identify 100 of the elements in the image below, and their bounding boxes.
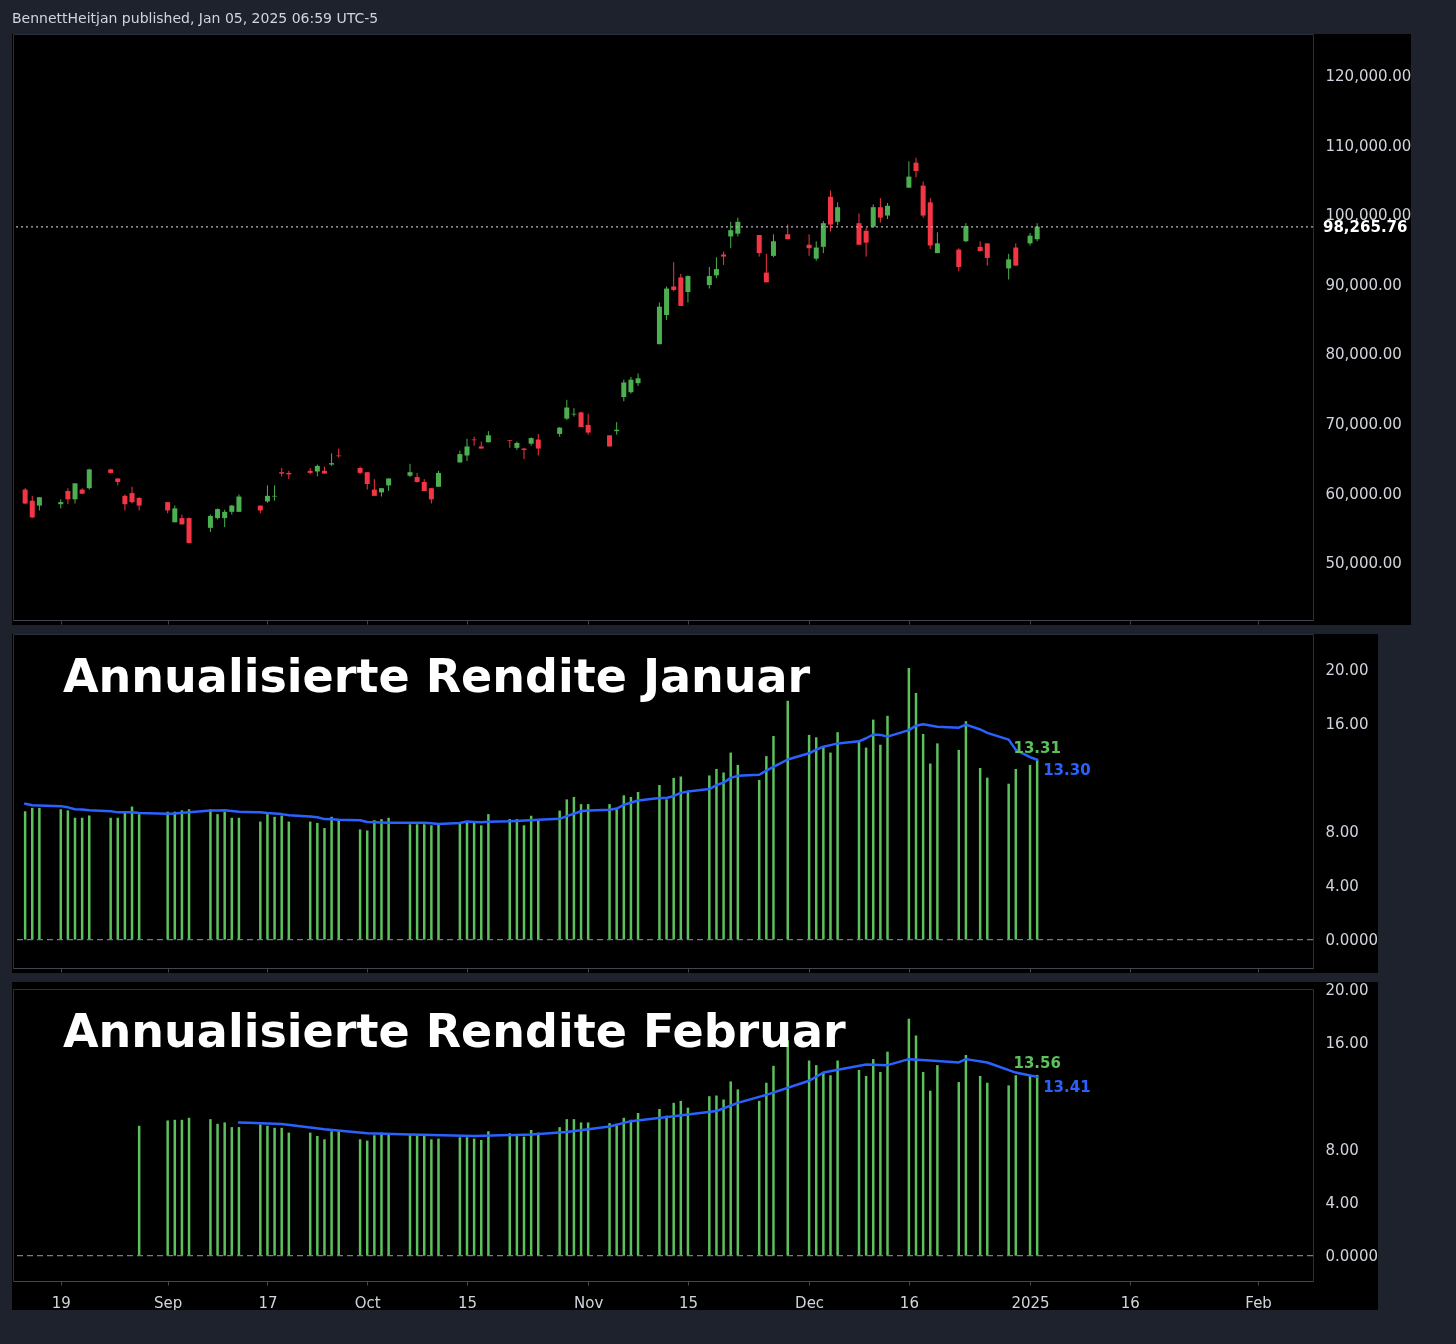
bar	[615, 808, 618, 940]
candlestick	[585, 413, 591, 436]
bar	[715, 1095, 718, 1256]
candlestick	[621, 379, 627, 402]
candlestick	[820, 220, 826, 254]
bar	[430, 1139, 433, 1256]
bar	[558, 810, 561, 940]
bar	[822, 1071, 825, 1256]
bar	[1007, 1085, 1010, 1256]
x-tick-label: 15	[457, 1293, 478, 1312]
y-tick-label: 8.00	[1325, 1140, 1359, 1159]
bar	[715, 768, 718, 940]
bar	[216, 814, 219, 940]
candlestick	[713, 256, 719, 279]
bar	[822, 746, 825, 940]
data-label: 13.41	[1043, 1077, 1091, 1096]
bar	[88, 815, 91, 940]
candlestick	[863, 227, 869, 258]
candlestick	[913, 157, 919, 178]
y-tick-label: 20.00	[1325, 980, 1369, 999]
y-tick-label: 0.0000	[1325, 1247, 1378, 1266]
y-tick-label: 4.00	[1325, 1193, 1359, 1212]
bar	[209, 1119, 212, 1256]
data-label: 13.31	[1013, 738, 1061, 757]
x-tick-label: 16	[1120, 1293, 1140, 1312]
bar	[836, 732, 839, 940]
bar	[558, 1127, 561, 1256]
bar	[31, 807, 34, 940]
bar	[316, 822, 319, 940]
bar	[672, 777, 675, 940]
chart-title: Annualisierte Rendite Januar	[63, 649, 811, 703]
data-label: 13.56	[1013, 1053, 1061, 1072]
x-tick-label: Oct	[354, 1293, 381, 1312]
y-tick-label: 4.00	[1325, 877, 1359, 896]
x-tick-label: Dec	[795, 1293, 825, 1312]
bar	[608, 1123, 611, 1256]
bar	[765, 1082, 768, 1256]
bar	[722, 772, 725, 940]
bar	[829, 1075, 832, 1256]
bar	[537, 820, 540, 940]
candlestick	[1006, 253, 1012, 281]
candlestick	[956, 247, 962, 272]
bar	[929, 763, 932, 940]
candlestick	[728, 221, 734, 249]
bar	[487, 1131, 490, 1256]
bar	[209, 809, 212, 940]
bar	[879, 1071, 882, 1256]
candlestick	[564, 399, 570, 421]
bar	[323, 1139, 326, 1256]
bar	[936, 1065, 939, 1256]
bar	[1007, 783, 1010, 940]
candlestick	[65, 487, 71, 505]
candlestick	[870, 203, 876, 229]
bar	[437, 824, 440, 940]
x-tick-label: 19	[51, 1293, 71, 1312]
y-tick-label: 16.00	[1325, 714, 1369, 733]
bar	[387, 817, 390, 940]
bar	[986, 1082, 989, 1256]
bar	[273, 816, 276, 940]
candlestick	[671, 261, 677, 292]
bar	[380, 1132, 383, 1256]
bar	[373, 1135, 376, 1256]
candlestick	[835, 201, 841, 226]
candlestick	[414, 472, 420, 484]
bar	[266, 1125, 269, 1256]
x-tick-label: 17	[258, 1293, 278, 1312]
bar	[658, 1109, 661, 1256]
bar	[886, 1051, 889, 1256]
x-tick-label: Sep	[154, 1293, 183, 1312]
chart-title: Annualisierte Rendite Februar	[63, 1004, 847, 1058]
bar	[786, 700, 789, 940]
bar	[430, 825, 433, 940]
x-tick-label: Nov	[574, 1293, 604, 1312]
bar	[266, 814, 269, 940]
y-tick-label: 80,000.00	[1325, 345, 1402, 364]
y-tick-label: 60,000.00	[1325, 484, 1402, 503]
candlestick	[535, 433, 541, 456]
candlestick	[72, 482, 78, 504]
candlestick	[906, 160, 912, 189]
bar	[223, 811, 226, 940]
bar	[829, 752, 832, 940]
bar	[765, 756, 768, 940]
bar	[608, 804, 611, 940]
bar	[480, 825, 483, 940]
bar	[708, 1096, 711, 1256]
bar	[216, 1123, 219, 1256]
bar	[879, 744, 882, 940]
candlestick	[272, 484, 278, 502]
candlestick	[635, 372, 641, 387]
candlestick	[813, 240, 819, 262]
candlestick	[770, 233, 776, 258]
candlestick	[29, 495, 35, 519]
bar	[38, 807, 41, 940]
bar	[166, 1120, 169, 1256]
bar	[280, 1127, 283, 1256]
bar	[337, 820, 340, 940]
bar	[836, 1060, 839, 1256]
bar	[273, 1127, 276, 1256]
bar	[437, 1138, 440, 1256]
bar	[658, 785, 661, 940]
